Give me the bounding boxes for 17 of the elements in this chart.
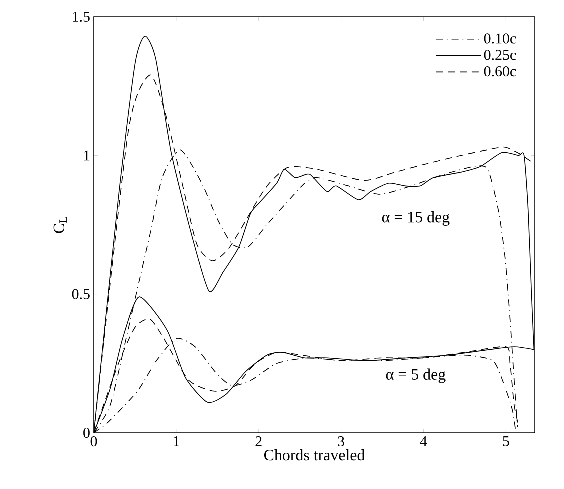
y-tick-label: 0.5 <box>72 289 90 300</box>
x-tick-label: 5 <box>503 436 510 446</box>
legend-label: 0.25c <box>484 50 516 60</box>
y-tick-label: 0 <box>84 428 90 438</box>
legend-label: 0.60c <box>484 66 516 77</box>
y-tick-label: 1 <box>84 150 90 161</box>
annotation: α = 15 deg <box>382 212 450 226</box>
y-axis-title: C$_{L}$ <box>54 217 67 234</box>
annotation: α = 5 deg <box>386 368 446 384</box>
x-tick-label: 4 <box>420 436 428 446</box>
legend-label: 0.10c <box>484 34 516 44</box>
x-tick-label: 1 <box>174 436 180 446</box>
y-tick-label: 1.5 <box>73 12 90 22</box>
x-axis-title: Chords traveled <box>264 449 366 461</box>
x-tick-label: 2 <box>256 436 262 446</box>
x-tick-label: 0 <box>90 436 98 447</box>
x-tick-label: 3 <box>338 436 344 447</box>
